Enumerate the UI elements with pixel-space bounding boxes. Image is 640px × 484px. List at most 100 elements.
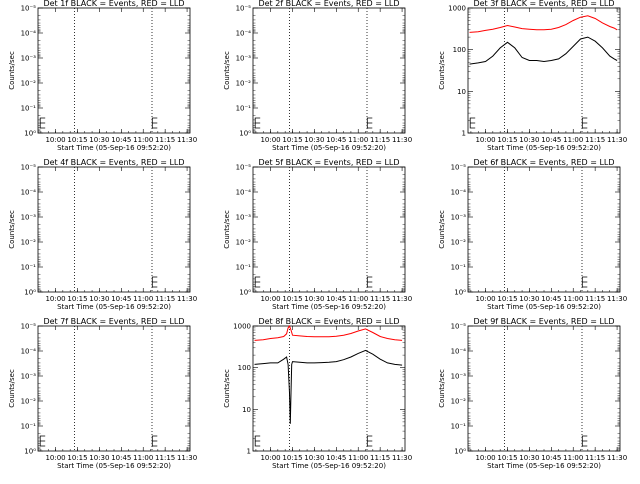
y-tick-label: 10⁻³ <box>236 55 252 63</box>
x-tick-label: 10:30 <box>89 295 109 303</box>
x-tick-label: 11:30 <box>177 136 197 144</box>
e-marker <box>469 117 476 129</box>
y-tick-label: 10⁰ <box>24 130 36 138</box>
x-tick-label: 10:15 <box>67 136 87 144</box>
series-line-events <box>254 349 403 424</box>
e-marker <box>39 435 46 447</box>
x-axis-label: Start Time (05-Sep-16 09:52:20) <box>487 303 601 311</box>
x-tick-label: 10:45 <box>111 295 131 303</box>
x-tick-label: 10:45 <box>541 136 561 144</box>
x-tick-label: 10:00 <box>260 454 280 462</box>
x-tick-label: 10:00 <box>475 136 495 144</box>
x-axis-label: Start Time (05-Sep-16 09:52:20) <box>57 462 171 470</box>
plot-frame <box>252 7 406 134</box>
x-tick-label: 11:00 <box>563 454 583 462</box>
y-tick-label: 10⁰ <box>239 289 251 297</box>
e-marker <box>254 276 261 288</box>
x-tick-label: 10:30 <box>89 136 109 144</box>
x-tick-label: 11:00 <box>348 136 368 144</box>
x-axis-label: Start Time (05-Sep-16 09:52:20) <box>272 303 386 311</box>
x-tick-label: 11:00 <box>348 454 368 462</box>
x-tick-label: 10:30 <box>519 136 539 144</box>
x-tick-label: 11:15 <box>370 295 390 303</box>
panel-title: Det 9f BLACK = Events, RED = LLD <box>473 317 614 326</box>
x-tick-label: 11:15 <box>585 136 605 144</box>
e-marker <box>254 435 261 447</box>
y-tick-label: 10⁻⁴ <box>236 189 252 197</box>
e-marker <box>39 117 46 129</box>
y-tick-label: 10⁻³ <box>21 55 37 63</box>
y-axis-label: Counts/sec <box>223 210 231 249</box>
panel-title: Det 4f BLACK = Events, RED = LLD <box>43 158 184 167</box>
panel-title: Det 5f BLACK = Events, RED = LLD <box>258 158 399 167</box>
plot-frame <box>467 166 621 293</box>
y-axis-label: Counts/sec <box>8 369 16 408</box>
e-marker <box>366 276 373 288</box>
e-marker <box>151 435 158 447</box>
y-tick-label: 10⁰ <box>239 130 251 138</box>
x-tick-label: 11:30 <box>392 454 412 462</box>
e-marker <box>151 117 158 129</box>
y-tick-label: 10⁻³ <box>21 373 37 381</box>
y-tick-label: 1 <box>462 130 466 138</box>
x-tick-label: 10:45 <box>326 295 346 303</box>
x-tick-label: 10:15 <box>67 295 87 303</box>
series-line-events <box>469 36 618 65</box>
plot-frame <box>252 325 406 452</box>
plot-frame <box>37 325 191 452</box>
x-tick-label: 10:45 <box>111 136 131 144</box>
x-tick-label: 10:45 <box>326 136 346 144</box>
panel-title: Det 6f BLACK = Events, RED = LLD <box>473 158 614 167</box>
y-tick-label: 10⁻² <box>21 80 37 88</box>
x-tick-label: 11:15 <box>155 295 175 303</box>
x-tick-label: 10:15 <box>497 454 517 462</box>
y-tick-label: 10⁻² <box>236 239 252 247</box>
x-tick-label: 10:30 <box>519 454 539 462</box>
x-tick-label: 10:00 <box>260 136 280 144</box>
y-tick-label: 10⁰ <box>454 289 466 297</box>
x-tick-label: 10:45 <box>326 454 346 462</box>
x-tick-label: 11:15 <box>370 136 390 144</box>
plot-frame <box>37 7 191 134</box>
e-marker <box>151 276 158 288</box>
x-axis-label: Start Time (05-Sep-16 09:52:20) <box>487 462 601 470</box>
x-tick-label: 11:30 <box>607 295 627 303</box>
y-tick-label: 10 <box>457 88 466 96</box>
x-axis-label: Start Time (05-Sep-16 09:52:20) <box>487 144 601 152</box>
x-tick-label: 10:00 <box>475 454 495 462</box>
y-tick-label: 10⁻¹ <box>21 105 37 113</box>
x-tick-label: 11:30 <box>392 295 412 303</box>
x-tick-label: 11:00 <box>563 295 583 303</box>
x-tick-label: 10:45 <box>541 295 561 303</box>
y-tick-label: 1000 <box>233 323 251 331</box>
x-tick-label: 11:00 <box>133 295 153 303</box>
y-tick-label: 10⁻³ <box>236 214 252 222</box>
y-tick-label: 10⁻³ <box>21 214 37 222</box>
x-tick-label: 10:00 <box>475 295 495 303</box>
x-tick-label: 11:15 <box>155 454 175 462</box>
y-tick-label: 10⁻⁵ <box>451 323 467 331</box>
y-tick-label: 10⁻⁵ <box>21 164 37 172</box>
plot-frame <box>37 166 191 293</box>
e-marker <box>366 117 373 129</box>
series-line-lld <box>469 15 618 33</box>
x-tick-label: 11:15 <box>370 454 390 462</box>
y-axis-label: Counts/sec <box>438 51 446 90</box>
y-tick-label: 100 <box>238 364 251 372</box>
panel-title: Det 1f BLACK = Events, RED = LLD <box>43 0 184 8</box>
y-tick-label: 10⁻² <box>451 398 467 406</box>
x-tick-label: 10:15 <box>497 136 517 144</box>
x-tick-label: 10:00 <box>45 136 65 144</box>
x-tick-label: 11:15 <box>155 136 175 144</box>
x-tick-label: 11:15 <box>585 454 605 462</box>
y-tick-label: 10⁻² <box>451 239 467 247</box>
y-tick-label: 10⁻¹ <box>236 105 252 113</box>
x-tick-label: 11:30 <box>392 136 412 144</box>
x-tick-label: 11:00 <box>563 136 583 144</box>
x-tick-label: 10:15 <box>282 454 302 462</box>
x-axis-label: Start Time (05-Sep-16 09:52:20) <box>272 144 386 152</box>
